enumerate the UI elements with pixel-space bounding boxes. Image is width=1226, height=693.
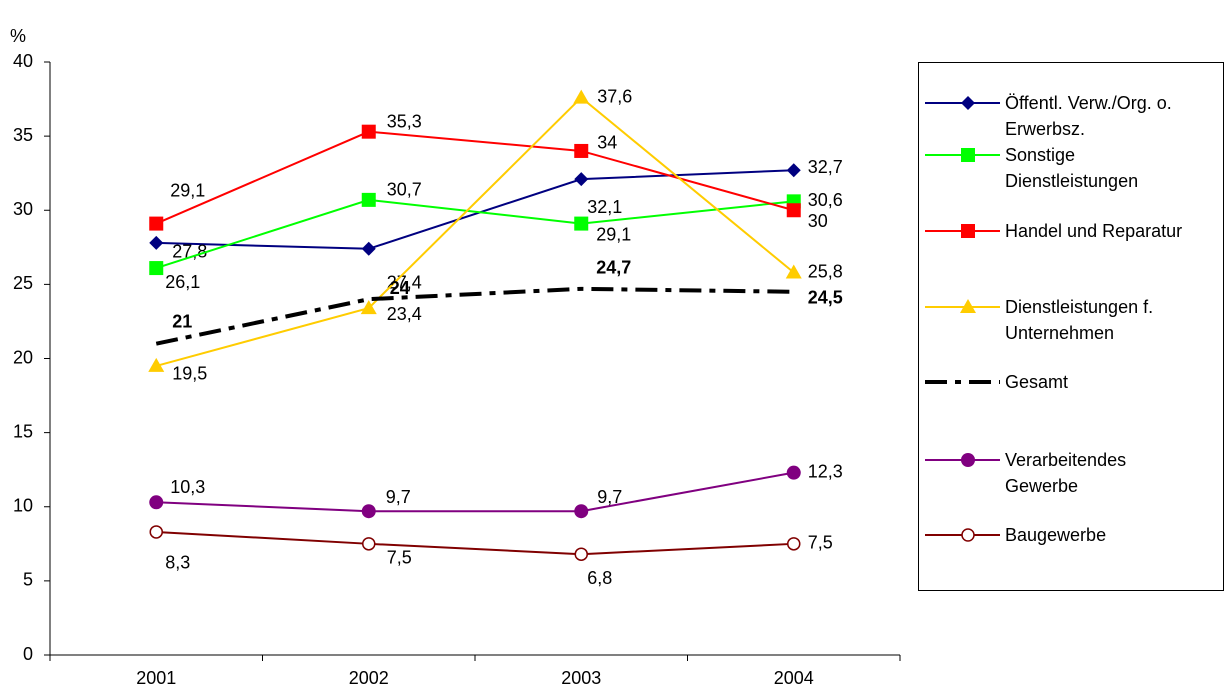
legend-label: Gesamt (1005, 372, 1069, 392)
value-label: 10,3 (170, 477, 205, 497)
legend-marker (960, 299, 976, 313)
point (149, 261, 164, 276)
value-label: 7,5 (808, 533, 833, 553)
value-label: 6,8 (587, 568, 612, 588)
value-label: 9,7 (386, 487, 411, 507)
point (149, 525, 163, 539)
value-label: 23,4 (387, 304, 422, 324)
value-label: 24,7 (596, 258, 631, 278)
point (574, 547, 588, 561)
point (149, 495, 164, 510)
point (785, 264, 802, 279)
point (574, 504, 589, 519)
point (574, 143, 589, 158)
y-tick-label: 0 (23, 644, 33, 664)
y-tick-label: 30 (13, 199, 33, 219)
point (149, 235, 164, 250)
point (786, 465, 801, 480)
legend-label: Dienstleistungen f. Unternehmen (1005, 297, 1154, 343)
value-label: 19,5 (172, 364, 207, 384)
point (148, 357, 165, 372)
value-label: 32,7 (808, 157, 843, 177)
value-label: 37,6 (597, 86, 632, 106)
point (361, 241, 376, 256)
value-label: 27,8 (172, 242, 207, 262)
value-label: 24 (390, 278, 410, 298)
point (361, 192, 376, 207)
legend-marker (961, 528, 975, 542)
legend-marker (961, 96, 975, 110)
y-axis-label: % (10, 26, 26, 46)
legend-marker (961, 148, 975, 162)
series-line (155, 130, 795, 225)
point (786, 203, 801, 218)
point (786, 163, 801, 178)
series-line (155, 198, 794, 270)
value-label: 25,8 (808, 261, 843, 281)
legend-label: Verarbeitendes Gewerbe (1005, 450, 1127, 496)
x-tick-label: 2004 (774, 668, 814, 688)
legend-label: Handel und Reparatur (1005, 221, 1183, 241)
point (361, 504, 376, 519)
y-tick-label: 25 (13, 273, 33, 293)
value-label: 30 (808, 211, 828, 231)
y-tick-label: 20 (13, 347, 33, 367)
value-label: 30,6 (808, 190, 843, 210)
series-line (156, 530, 794, 556)
point (574, 172, 589, 187)
x-tick-label: 2003 (561, 668, 601, 688)
series-line (155, 96, 795, 367)
value-label: 21 (172, 311, 192, 331)
value-label: 12,3 (808, 461, 843, 481)
value-label: 7,5 (387, 548, 412, 568)
legend-label: Öffentl. Verw./Org. o. Erwerbsz. (1005, 93, 1172, 139)
legend-label: Sonstige Dienstleistungen (1005, 145, 1139, 191)
legend-marker (961, 453, 975, 467)
value-label: 8,3 (165, 553, 190, 573)
x-tick-label: 2002 (349, 668, 389, 688)
point (361, 124, 376, 139)
y-tick-label: 10 (13, 496, 33, 516)
value-label: 29,1 (170, 180, 205, 200)
value-label: 30,7 (387, 180, 422, 200)
series-line (156, 471, 794, 513)
point (573, 89, 590, 104)
y-tick-label: 5 (23, 570, 33, 590)
point (360, 300, 377, 315)
value-label: 9,7 (597, 487, 622, 507)
value-label: 32,1 (587, 197, 622, 217)
legend-label: Baugewerbe (1005, 525, 1107, 545)
point (574, 216, 589, 231)
value-label: 26,1 (165, 272, 200, 292)
point (362, 537, 376, 551)
y-tick-label: 35 (13, 125, 33, 145)
point (787, 537, 801, 551)
legend-marker (961, 224, 975, 238)
value-label: 35,3 (387, 111, 422, 131)
point (149, 216, 164, 231)
series-line (156, 169, 794, 250)
value-label: 34 (597, 133, 617, 153)
value-label: 27,4 (387, 273, 422, 293)
series-line (155, 286, 794, 346)
value-label: 29,1 (596, 224, 631, 244)
y-tick-label: 40 (13, 51, 33, 71)
y-tick-label: 15 (13, 421, 33, 441)
value-label: 24,5 (808, 288, 843, 308)
x-tick-label: 2001 (136, 668, 176, 688)
